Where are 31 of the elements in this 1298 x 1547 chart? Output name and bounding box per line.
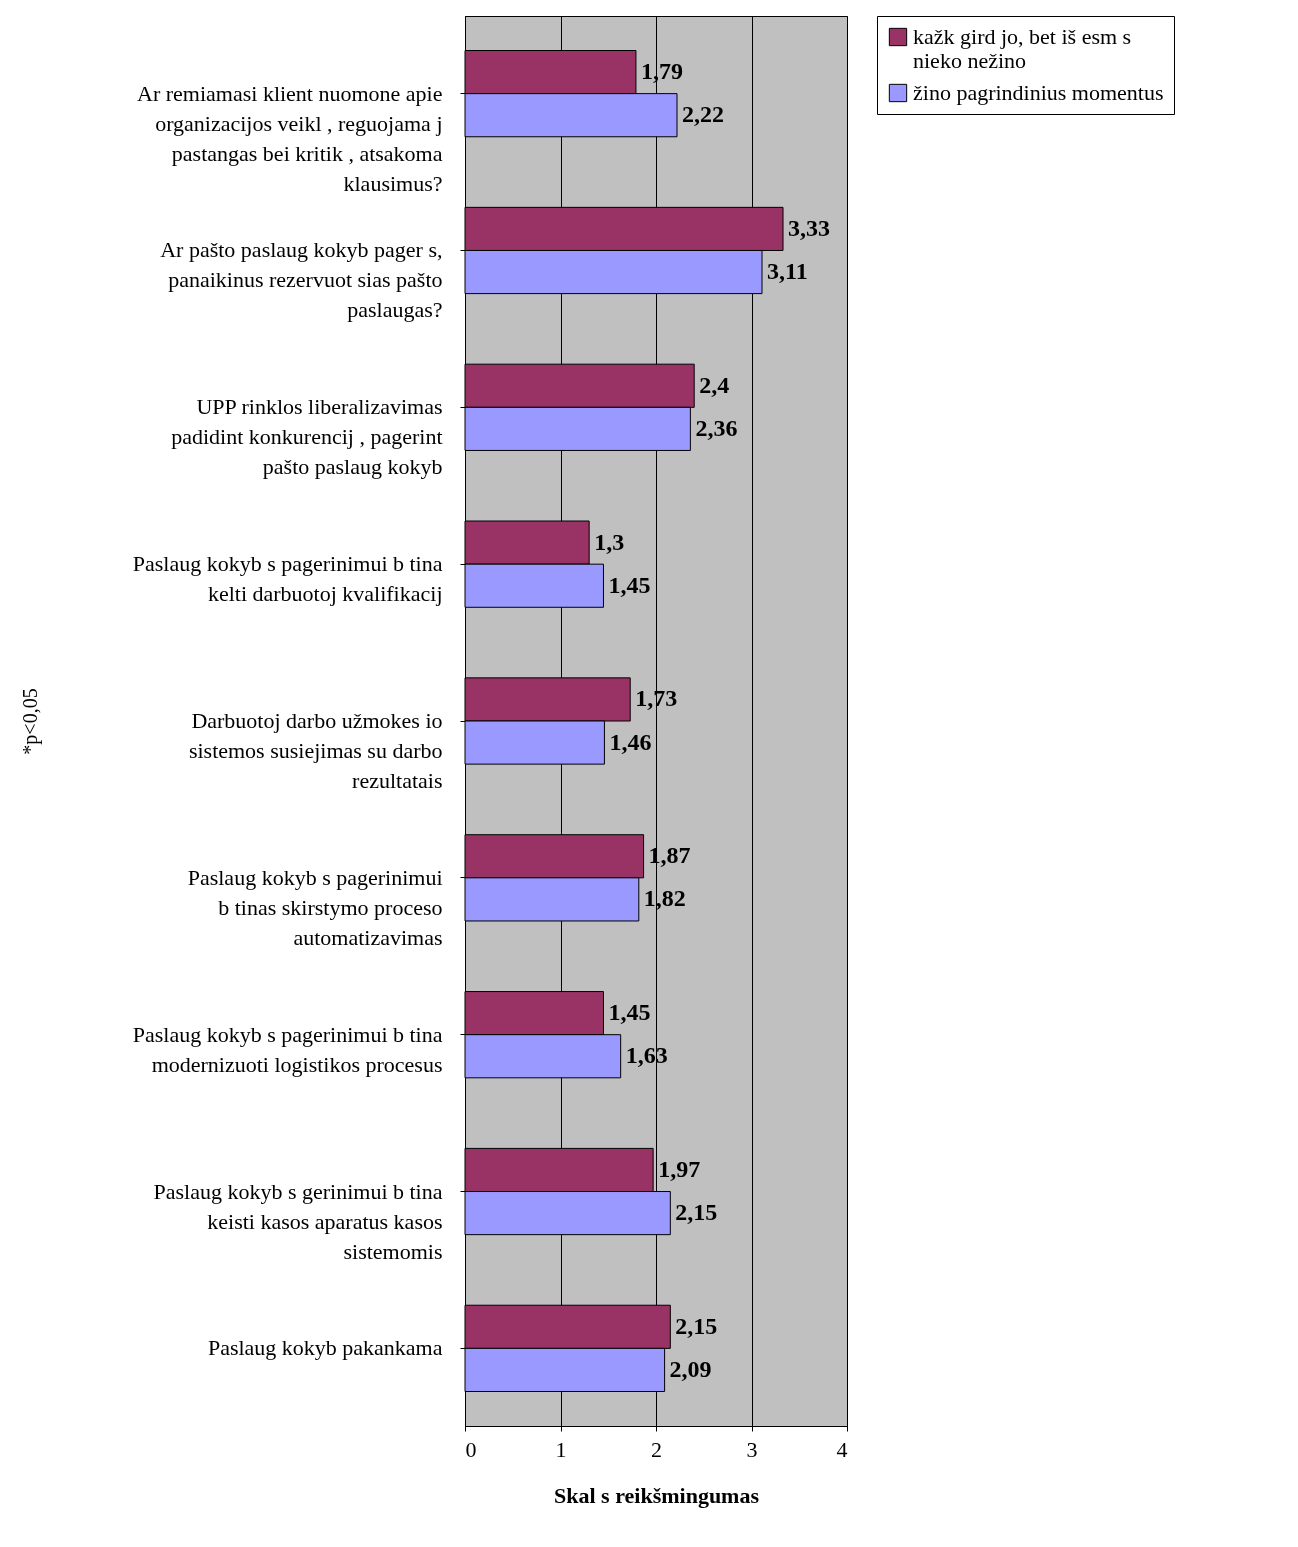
data-label: 3,11 — [767, 258, 808, 285]
data-label: 3,33 — [788, 214, 831, 241]
data-label: 2,4 — [699, 371, 730, 398]
x-tick-label: 4 — [836, 1436, 848, 1462]
y-tick-label: Darbuotoj darbo užmokes io sistemos susiejimas su darbo rezultatais — [188, 708, 443, 793]
y-tick-label: Paslaug kokyb s gerinimui b tina keisti kasos aparatus kasos sistemomis — [153, 1178, 443, 1264]
data-label: 1,97 — [658, 1155, 701, 1182]
y-tick-label: Ar pašto paslaug kokyb pager s, panaikinus rezervuot sias pašto paslaugas? — [160, 237, 443, 323]
data-label: 2,15 — [675, 1199, 718, 1226]
legend-label: kažk gird jo, bet iš esm s nieko nežino — [913, 24, 1132, 73]
data-label: 2,22 — [682, 101, 725, 128]
x-tick-label: 3 — [746, 1436, 758, 1462]
y-tick-label: Paslaug kokyb s pagerinimui b tina kelti darbuotoj kvalifikacij — [132, 551, 443, 607]
y-tick-label: Paslaug kokyb s pagerinimui b tinas skirstymo proceso automatizavimas — [187, 864, 443, 950]
x-axis-title: Skal s reikšmingumas — [554, 1482, 760, 1508]
data-label: 2,36 — [695, 414, 738, 441]
data-label: 2,09 — [669, 1355, 712, 1382]
data-label: 1,46 — [609, 728, 652, 755]
y-axis-title: *p<0,05 — [18, 688, 42, 755]
y-tick-label: Paslaug kokyb pakankama — [207, 1335, 443, 1361]
y-tick-label: Paslaug kokyb s pagerinimui b tina modernizuoti logistikos procesus — [132, 1021, 443, 1077]
y-tick-label: Ar remiamasi klient nuomone apie organizacijos veikl , reguojama j pastangas bei kritik , atsakoma klausimus? — [137, 80, 443, 196]
data-label: 1,45 — [608, 999, 651, 1026]
x-tick-label: 0 — [465, 1436, 477, 1462]
legend-label: žino pagrindinius momentus — [913, 80, 1164, 105]
data-label: 2,15 — [675, 1312, 718, 1339]
data-label: 1,45 — [608, 571, 651, 598]
y-tick-label: UPP rinklos liberalizavimas padidint konkurencij , pagerint pašto paslaug kokyb — [171, 394, 443, 480]
data-label: 1,3 — [594, 528, 625, 555]
x-tick-label: 2 — [651, 1436, 662, 1462]
x-tick-label: 1 — [555, 1436, 567, 1462]
